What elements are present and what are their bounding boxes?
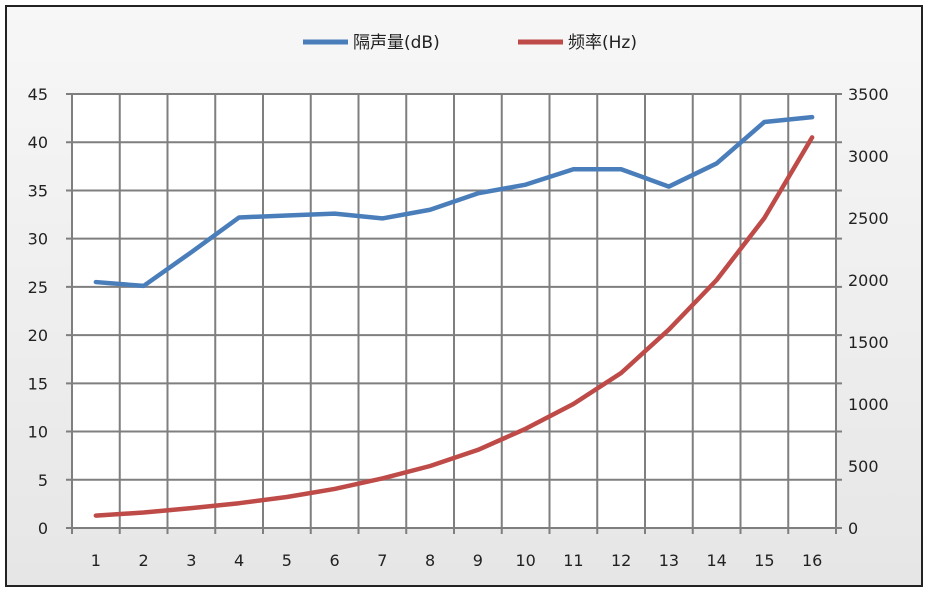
y-right-tick-label: 1500 xyxy=(848,333,889,352)
legend-label: 隔声量(dB) xyxy=(353,33,440,53)
y-left-tick-label: 45 xyxy=(28,85,48,104)
x-tick-label: 5 xyxy=(282,551,292,570)
x-tick-label: 2 xyxy=(139,551,149,570)
y-right-tick-label: 500 xyxy=(848,457,879,476)
y-right-tick-label: 2000 xyxy=(848,271,889,290)
legend-label: 频率(Hz) xyxy=(568,33,637,53)
y-left-tick-label: 30 xyxy=(28,230,48,249)
x-tick-label: 12 xyxy=(611,551,631,570)
y-right-tick-label: 2500 xyxy=(848,209,889,228)
x-tick-label: 8 xyxy=(425,551,435,570)
y-right-tick-label: 3500 xyxy=(848,85,889,104)
x-tick-label: 15 xyxy=(754,551,774,570)
y-left-tick-label: 0 xyxy=(38,519,48,538)
x-tick-label: 9 xyxy=(473,551,483,570)
y-left-tick-label: 35 xyxy=(28,181,48,200)
x-tick-label: 6 xyxy=(330,551,340,570)
y-right-tick-label: 1000 xyxy=(848,395,889,414)
y-left-tick-label: 15 xyxy=(28,374,48,393)
y-left-tick-label: 40 xyxy=(28,133,48,152)
x-tick-label: 4 xyxy=(234,551,244,570)
y-left-tick-label: 5 xyxy=(38,471,48,490)
series-line-1 xyxy=(93,114,815,289)
x-tick-label: 13 xyxy=(659,551,679,570)
series-line-2 xyxy=(93,135,815,518)
x-tick-label: 1 xyxy=(91,551,101,570)
y-left-tick-label: 10 xyxy=(28,423,48,442)
x-tick-label: 16 xyxy=(802,551,822,570)
x-tick-label: 3 xyxy=(186,551,196,570)
y-right-tick-label: 3000 xyxy=(848,147,889,166)
y-left-tick-label: 25 xyxy=(28,278,48,297)
x-tick-label: 11 xyxy=(563,551,583,570)
y-left-tick-label: 20 xyxy=(28,326,48,345)
x-tick-label: 14 xyxy=(706,551,726,570)
x-tick-label: 10 xyxy=(515,551,535,570)
y-right-tick-label: 0 xyxy=(848,519,858,538)
x-tick-label: 7 xyxy=(377,551,387,570)
